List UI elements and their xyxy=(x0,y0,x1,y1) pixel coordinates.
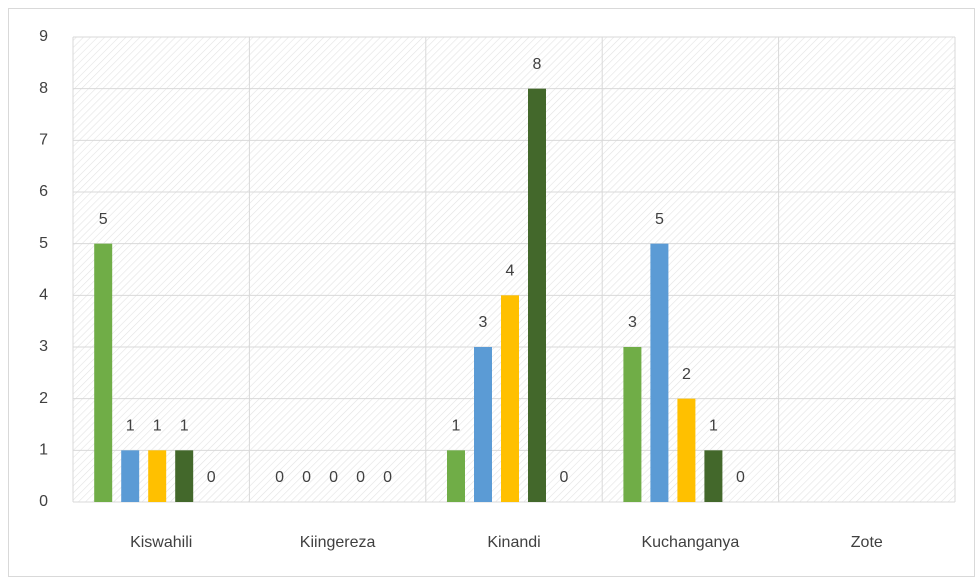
value-label: 1 xyxy=(452,418,461,435)
x-tick-label: Zote xyxy=(851,534,883,551)
bar xyxy=(501,295,519,502)
y-tick-label: 5 xyxy=(39,235,48,252)
value-label: 0 xyxy=(275,469,284,486)
bar xyxy=(148,450,167,502)
value-label: 2 xyxy=(682,366,691,383)
value-label: 0 xyxy=(560,469,569,486)
bar xyxy=(623,347,642,502)
value-label: 1 xyxy=(709,418,718,435)
value-label: 4 xyxy=(506,263,515,280)
bar xyxy=(677,398,696,502)
y-tick-label: 1 xyxy=(39,442,48,459)
value-label: 0 xyxy=(383,469,392,486)
value-label: 0 xyxy=(207,469,216,486)
y-tick-label: 0 xyxy=(39,493,48,510)
bar xyxy=(650,243,669,502)
bar xyxy=(528,88,546,503)
value-label: 0 xyxy=(736,469,745,486)
y-tick-label: 4 xyxy=(39,287,48,304)
y-tick-label: 7 xyxy=(39,132,48,149)
value-label: 0 xyxy=(329,469,338,486)
bar xyxy=(175,450,194,502)
bar xyxy=(704,450,723,502)
value-label: 3 xyxy=(628,314,637,331)
bar xyxy=(447,450,465,502)
value-label: 5 xyxy=(655,211,664,228)
value-label: 8 xyxy=(533,56,542,73)
y-tick-label: 9 xyxy=(39,28,48,45)
value-label: 0 xyxy=(356,469,365,486)
y-tick-label: 8 xyxy=(39,80,48,97)
y-tick-label: 6 xyxy=(39,183,48,200)
x-tick-label: Kuchanganya xyxy=(641,534,739,551)
y-tick-label: 3 xyxy=(39,338,48,355)
x-tick-label: Kinandi xyxy=(487,534,540,551)
value-label: 5 xyxy=(99,211,108,228)
value-label: 3 xyxy=(479,314,488,331)
x-tick-label: Kiswahili xyxy=(130,534,192,551)
value-label: 0 xyxy=(302,469,311,486)
value-label: 1 xyxy=(126,418,135,435)
value-label: 1 xyxy=(180,418,189,435)
bar xyxy=(121,450,140,502)
y-tick-label: 2 xyxy=(39,390,48,407)
bar xyxy=(94,243,113,502)
value-label: 1 xyxy=(153,418,162,435)
x-tick-label: Kiingereza xyxy=(300,534,376,551)
bar xyxy=(474,347,492,502)
